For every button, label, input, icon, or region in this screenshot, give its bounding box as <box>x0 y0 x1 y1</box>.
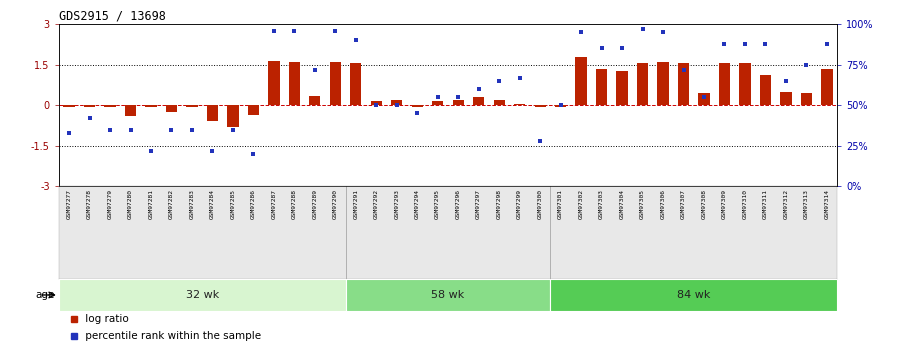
Bar <box>535 105 546 107</box>
Text: GSM97307: GSM97307 <box>681 189 686 219</box>
Text: GSM97300: GSM97300 <box>538 189 543 219</box>
Text: GSM97308: GSM97308 <box>701 189 707 219</box>
Bar <box>227 105 239 127</box>
Text: GSM97285: GSM97285 <box>231 189 235 219</box>
Bar <box>350 62 361 105</box>
Bar <box>432 101 443 105</box>
Bar <box>104 105 116 107</box>
Bar <box>63 105 75 107</box>
Text: GSM97304: GSM97304 <box>620 189 624 219</box>
Bar <box>637 63 648 105</box>
Text: 32 wk: 32 wk <box>186 290 219 300</box>
Text: GSM97313: GSM97313 <box>804 189 809 219</box>
Text: GSM97288: GSM97288 <box>292 189 297 219</box>
Bar <box>801 93 812 105</box>
Text: log ratio: log ratio <box>82 314 129 324</box>
Bar <box>739 63 750 105</box>
Bar <box>59 279 346 311</box>
Bar <box>125 105 136 116</box>
Text: GSM97290: GSM97290 <box>333 189 338 219</box>
Text: GSM97287: GSM97287 <box>272 189 276 219</box>
Text: GSM97305: GSM97305 <box>640 189 645 219</box>
Bar <box>780 92 792 105</box>
Bar <box>452 100 464 105</box>
Text: age: age <box>35 290 54 300</box>
Bar <box>391 100 403 105</box>
Bar <box>760 76 771 105</box>
Text: GSM97301: GSM97301 <box>558 189 563 219</box>
Text: GSM97299: GSM97299 <box>517 189 522 219</box>
Bar <box>719 63 730 105</box>
Bar <box>346 279 550 311</box>
Text: GSM97306: GSM97306 <box>661 189 665 219</box>
Text: GSM97278: GSM97278 <box>87 189 92 219</box>
Bar <box>596 69 607 105</box>
Bar <box>412 105 423 107</box>
Text: GSM97293: GSM97293 <box>395 189 399 219</box>
Text: GSM97312: GSM97312 <box>784 189 788 219</box>
Text: GSM97310: GSM97310 <box>742 189 748 219</box>
Bar <box>268 61 280 105</box>
Bar <box>678 63 689 105</box>
Bar <box>329 62 341 105</box>
Text: percentile rank within the sample: percentile rank within the sample <box>82 332 262 341</box>
Text: GSM97297: GSM97297 <box>476 189 481 219</box>
Text: GSM97281: GSM97281 <box>148 189 154 219</box>
Text: GSM97277: GSM97277 <box>67 189 71 219</box>
Text: GSM97294: GSM97294 <box>414 189 420 219</box>
Text: GSM97289: GSM97289 <box>312 189 318 219</box>
Text: GSM97292: GSM97292 <box>374 189 379 219</box>
Bar <box>289 62 300 105</box>
Bar <box>371 101 382 105</box>
Text: GSM97286: GSM97286 <box>251 189 256 219</box>
Text: GSM97291: GSM97291 <box>353 189 358 219</box>
Text: GSM97311: GSM97311 <box>763 189 768 219</box>
Bar <box>473 97 484 105</box>
Text: GSM97296: GSM97296 <box>456 189 461 219</box>
Text: GSM97302: GSM97302 <box>578 189 584 219</box>
Text: GSM97314: GSM97314 <box>824 189 829 219</box>
Bar <box>248 105 259 115</box>
Bar <box>550 279 837 311</box>
Text: GSM97279: GSM97279 <box>108 189 112 219</box>
Text: 58 wk: 58 wk <box>432 290 464 300</box>
Text: GSM97295: GSM97295 <box>435 189 440 219</box>
Bar <box>699 93 710 105</box>
Text: GSM97309: GSM97309 <box>722 189 727 219</box>
Bar <box>616 71 628 105</box>
Bar <box>493 100 505 105</box>
Text: 84 wk: 84 wk <box>677 290 710 300</box>
Text: GSM97298: GSM97298 <box>497 189 501 219</box>
Bar <box>84 105 95 107</box>
Bar <box>657 62 669 105</box>
Bar <box>514 104 525 105</box>
Bar <box>166 105 177 112</box>
Bar <box>186 105 197 107</box>
Text: GSM97280: GSM97280 <box>128 189 133 219</box>
Bar <box>576 57 586 105</box>
Bar <box>555 105 567 107</box>
Text: GSM97283: GSM97283 <box>189 189 195 219</box>
Text: GSM97303: GSM97303 <box>599 189 604 219</box>
Bar <box>821 69 833 105</box>
Bar <box>146 105 157 107</box>
Text: GSM97284: GSM97284 <box>210 189 214 219</box>
Text: GSM97282: GSM97282 <box>169 189 174 219</box>
Text: GDS2915 / 13698: GDS2915 / 13698 <box>59 10 166 23</box>
Bar <box>207 105 218 121</box>
Bar <box>310 96 320 105</box>
